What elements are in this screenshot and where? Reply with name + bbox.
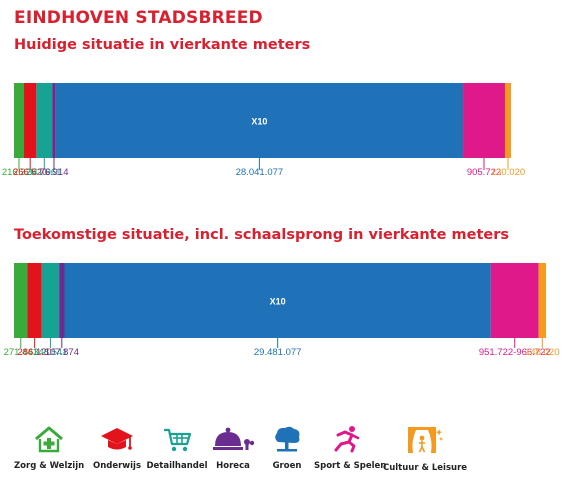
segment-value-label: 29.481.077	[254, 347, 302, 358]
theater-icon	[408, 427, 443, 453]
legend-item-onderwijs: Onderwijs	[85, 425, 149, 471]
graduation-cap-icon	[101, 428, 133, 450]
shopping-cart-icon	[164, 428, 192, 452]
bar-segment-6	[463, 83, 505, 158]
segment-value-label: 76.914	[39, 167, 68, 178]
segment-value-label: 286.120	[17, 347, 51, 358]
segment-value-label: 341.961	[27, 167, 61, 178]
segment-value-label: 130.020	[491, 167, 525, 178]
bar-segment-6	[490, 263, 539, 338]
segment-value-label: 107.874	[45, 347, 79, 358]
segment-value-label: 28.041.077	[236, 167, 284, 178]
segment-value-label: 348.541	[33, 347, 67, 358]
cloche-icon	[213, 427, 254, 450]
chart-title-future: Toekomstige situatie, incl. schaalsprong…	[14, 227, 509, 243]
bar-segment-5	[55, 83, 464, 158]
bar-segment-3	[41, 263, 60, 338]
legend-label: Groen	[272, 461, 302, 471]
legend-label: Zorg & Welzijn	[14, 461, 85, 471]
bar-segment-7	[504, 83, 511, 158]
scale-label: X10	[270, 297, 286, 307]
legend-item-detailhandel: Detailhandel	[142, 425, 212, 471]
tree-icon	[275, 426, 300, 452]
bar-segment-2	[24, 83, 37, 158]
bar-segment-5	[64, 263, 491, 338]
bar-segment-7	[538, 263, 546, 338]
bar-segment-1	[14, 83, 25, 158]
legend-label: Detailhandel	[146, 461, 208, 471]
bar-segment-1	[14, 263, 28, 338]
segment-value-label: 148.020	[525, 347, 559, 358]
legend-item-horeca: Horeca	[203, 425, 263, 471]
house-cross-icon	[35, 426, 63, 453]
legend-label: Horeca	[216, 461, 250, 471]
scale-label: X10	[251, 117, 267, 127]
segment-value-label: 266.620	[13, 167, 47, 178]
segment-value-label: 905.722	[467, 167, 501, 178]
legend-item-cultuur: Cultuur & Leisure	[382, 425, 468, 473]
legend-item-groen: Groen	[259, 425, 315, 471]
legend-label: Cultuur & Leisure	[382, 463, 468, 473]
chart-title-current: Huidige situatie in vierkante meters	[14, 37, 311, 53]
bar-segment-3	[36, 83, 53, 158]
bar-segment-4	[59, 263, 65, 338]
runner-icon	[334, 426, 360, 453]
legend: Zorg & Welzijn Onderwijs Detailhandel	[0, 425, 574, 485]
segment-value-label: 951.722-966.722	[479, 347, 551, 358]
bar-segment-4	[52, 83, 56, 158]
segment-value-label: 271.441	[4, 347, 38, 358]
segment-value-label: 216.325	[2, 167, 36, 178]
legend-item-zorg: Zorg & Welzijn	[14, 425, 84, 471]
legend-item-sport: Sport & Spelen	[314, 425, 387, 471]
page-title: EINDHOVEN STADSBREED	[14, 8, 263, 28]
legend-label: Onderwijs	[92, 461, 142, 471]
bar-segment-2	[27, 263, 42, 338]
legend-label: Sport & Spelen	[314, 461, 387, 471]
